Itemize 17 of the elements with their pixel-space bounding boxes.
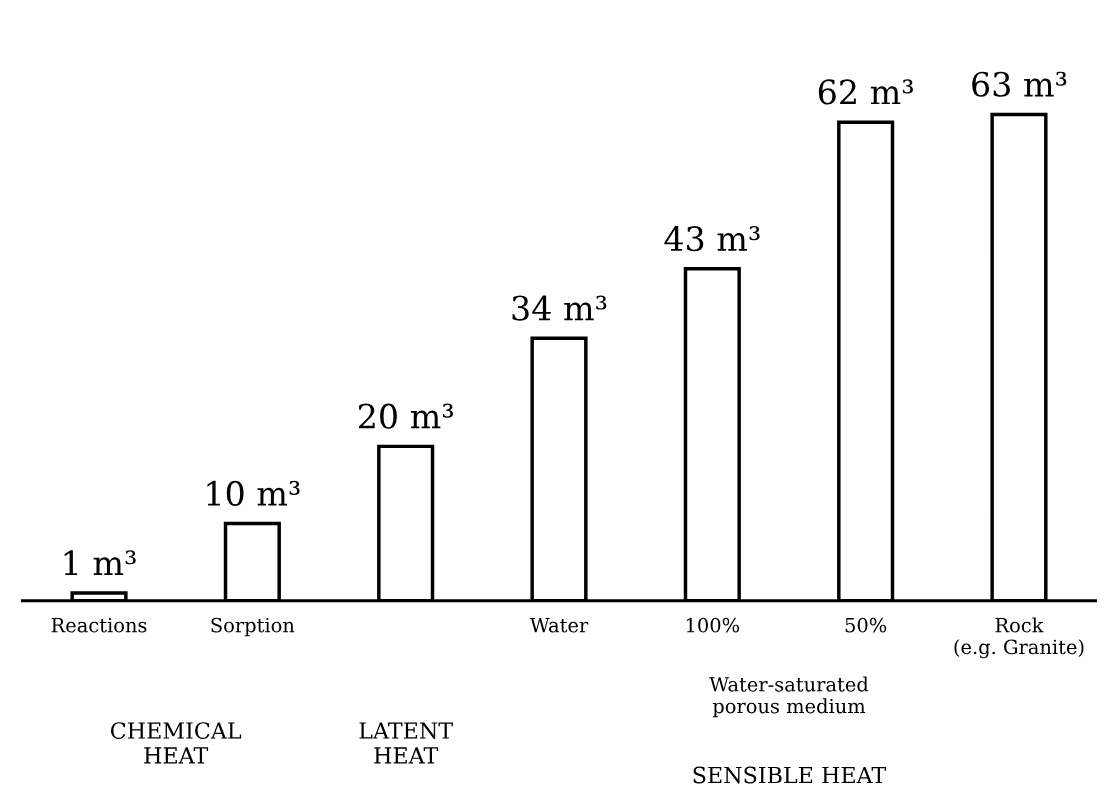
- x-tick-label: 50%: [845, 617, 887, 633]
- data-label: 20 m³: [358, 403, 453, 429]
- data-label: 1 m³: [64, 550, 136, 575]
- text: SENSIBLE HEAT: [693, 766, 887, 784]
- data-label: 10 m³: [207, 480, 300, 506]
- data-label: 62 m³: [818, 79, 913, 105]
- x-tick-label: Sorption: [211, 617, 295, 637]
- data-label: 43 m³: [664, 226, 760, 252]
- data-label: 63 m³: [972, 71, 1067, 97]
- text: LATENT HEAT: [359, 722, 453, 764]
- x-tick-label: Rock (e.g. Granite): [954, 617, 1084, 659]
- x-tick-label: 100%: [686, 617, 740, 633]
- text: CHEMICAL HEAT: [110, 722, 242, 764]
- text: Water-saturated porous medium: [709, 676, 869, 718]
- data-label: 34 m³: [512, 295, 607, 321]
- x-tick-label: Reactions: [51, 617, 147, 633]
- x-tick-label: Water: [529, 618, 589, 633]
